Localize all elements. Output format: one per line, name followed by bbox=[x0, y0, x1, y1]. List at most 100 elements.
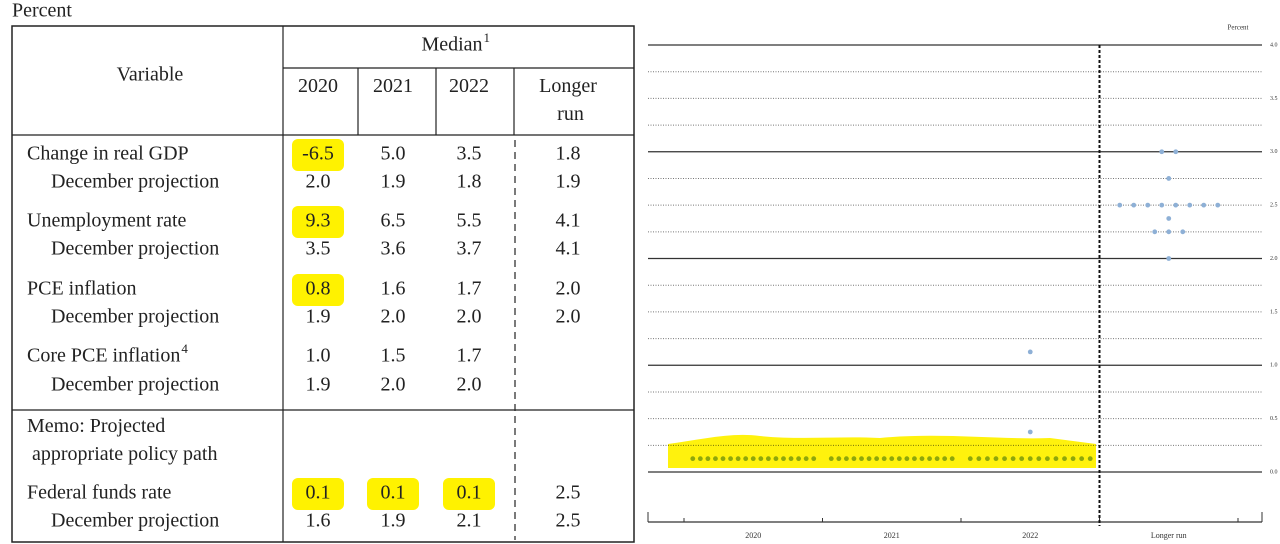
cell-value: -6.5 bbox=[302, 143, 334, 165]
x-tick-label: 2020 bbox=[745, 531, 761, 540]
highlight bbox=[292, 139, 344, 171]
dot bbox=[1166, 229, 1172, 235]
row-label: Core PCE inflation bbox=[27, 345, 180, 367]
dot bbox=[1166, 216, 1172, 221]
cell-value: 2.0 bbox=[556, 278, 581, 300]
dot bbox=[1152, 229, 1158, 235]
cell-value: 3.5 bbox=[306, 238, 331, 260]
cell-value: 1.9 bbox=[306, 374, 331, 396]
table-border bbox=[11, 25, 635, 543]
x-tick-label: 2021 bbox=[884, 531, 900, 540]
cell-value: 1.9 bbox=[556, 171, 581, 193]
row-label: Federal funds rate bbox=[27, 482, 172, 504]
y-tick-label: 4.0 bbox=[1270, 42, 1278, 48]
y-tick-label: 3.0 bbox=[1270, 149, 1278, 155]
y-tick-label: 0.0 bbox=[1270, 469, 1278, 475]
y-tick-label: 1.0 bbox=[1270, 363, 1278, 369]
dot bbox=[1215, 202, 1221, 208]
cell-value: 3.5 bbox=[457, 143, 482, 165]
cell-value: 4.1 bbox=[556, 210, 581, 232]
dot bbox=[1117, 202, 1123, 208]
cell-value: 1.6 bbox=[381, 278, 406, 300]
highlight bbox=[367, 478, 419, 510]
cell-value: 5.5 bbox=[457, 210, 482, 232]
cell-value: 1.7 bbox=[457, 278, 482, 300]
dot bbox=[1159, 149, 1165, 155]
y-tick-label: 3.5 bbox=[1270, 96, 1278, 102]
table-caption: Percent bbox=[12, 0, 72, 22]
cell-value: 1.9 bbox=[381, 171, 406, 193]
highlight bbox=[292, 206, 344, 238]
cell-value: 1.7 bbox=[457, 345, 482, 367]
cell-value: 0.1 bbox=[457, 482, 482, 504]
cell-value: 1.9 bbox=[381, 510, 406, 532]
highlight bbox=[443, 478, 495, 510]
y-tick-label: 1.5 bbox=[1270, 309, 1278, 315]
dot bbox=[1166, 176, 1172, 181]
row-label: Unemployment rate bbox=[27, 210, 187, 232]
row-label: PCE inflation bbox=[27, 278, 136, 300]
highlight bbox=[292, 274, 344, 306]
dot bbox=[1027, 429, 1033, 435]
y-tick-label: 2.5 bbox=[1270, 203, 1278, 209]
row-label: Memo: Projected appropriate policy path bbox=[27, 415, 218, 465]
dot bbox=[1180, 229, 1186, 235]
dot bbox=[1201, 202, 1207, 208]
dot bbox=[1166, 256, 1172, 261]
x-tick-label: Longer run bbox=[1151, 531, 1187, 540]
dot bbox=[1145, 202, 1151, 208]
cell-value: 3.7 bbox=[457, 238, 482, 260]
dot-plot: Percent 0.0 0.5 1.0 1.5 2.0 2.5 3.0 3.5 4.0 2020 20… bbox=[647, 24, 1278, 540]
cell-value: 1.0 bbox=[306, 345, 331, 367]
cell-value: 1.8 bbox=[556, 143, 581, 165]
cell-value: 0.1 bbox=[381, 482, 406, 504]
dot bbox=[1131, 202, 1137, 208]
cell-value: 1.8 bbox=[457, 171, 482, 193]
footnote-mark: 4 bbox=[181, 341, 188, 356]
cell-value: 5.0 bbox=[381, 143, 406, 165]
column-header: 2020 bbox=[298, 75, 338, 97]
cell-value: 2.1 bbox=[457, 510, 482, 532]
column-header: 2022 bbox=[449, 75, 489, 97]
column-header: 2021 bbox=[373, 75, 413, 97]
row-label: December projection bbox=[51, 306, 219, 328]
dot bbox=[1173, 149, 1179, 155]
median-header: Median bbox=[421, 34, 482, 56]
cell-value: 2.5 bbox=[556, 510, 581, 532]
cell-value: 2.0 bbox=[381, 374, 406, 396]
dot bbox=[1173, 202, 1179, 208]
cell-value: 2.5 bbox=[556, 482, 581, 504]
cell-value: 0.8 bbox=[306, 278, 331, 300]
cell-value: 4.1 bbox=[556, 238, 581, 260]
cell-value: 1.9 bbox=[306, 306, 331, 328]
dot bbox=[1159, 202, 1165, 208]
y-tick-label: 2.0 bbox=[1270, 256, 1278, 262]
cell-value: 6.5 bbox=[381, 210, 406, 232]
row-label: December projection bbox=[51, 374, 219, 396]
row-label: December projection bbox=[51, 238, 219, 260]
highlight bbox=[668, 434, 1096, 468]
variable-header: Variable bbox=[117, 64, 184, 86]
chart-title: Percent bbox=[1228, 24, 1249, 32]
cell-value: 9.3 bbox=[306, 210, 331, 232]
dot bbox=[1187, 202, 1193, 208]
projection-table: Percent Variable Median 1 2020 2021 2022 Lo… bbox=[11, 0, 635, 543]
cell-value: 2.0 bbox=[457, 306, 482, 328]
y-tick-label: 0.5 bbox=[1270, 416, 1278, 422]
cell-value: 0.1 bbox=[306, 482, 331, 504]
row-label: December projection bbox=[51, 510, 219, 532]
cell-value: 2.0 bbox=[457, 374, 482, 396]
row-label: Change in real GDP bbox=[27, 143, 189, 165]
cell-value: 1.6 bbox=[306, 510, 331, 532]
cell-value: 3.6 bbox=[381, 238, 406, 260]
cell-value: 2.0 bbox=[381, 306, 406, 328]
footnote-mark: 1 bbox=[484, 30, 491, 45]
row-label: December projection bbox=[51, 171, 219, 193]
cell-value: 2.0 bbox=[556, 306, 581, 328]
x-tick-label: 2022 bbox=[1022, 531, 1038, 540]
highlight bbox=[292, 478, 344, 510]
cell-value: 1.5 bbox=[381, 345, 406, 367]
cell-value: 2.0 bbox=[306, 171, 331, 193]
